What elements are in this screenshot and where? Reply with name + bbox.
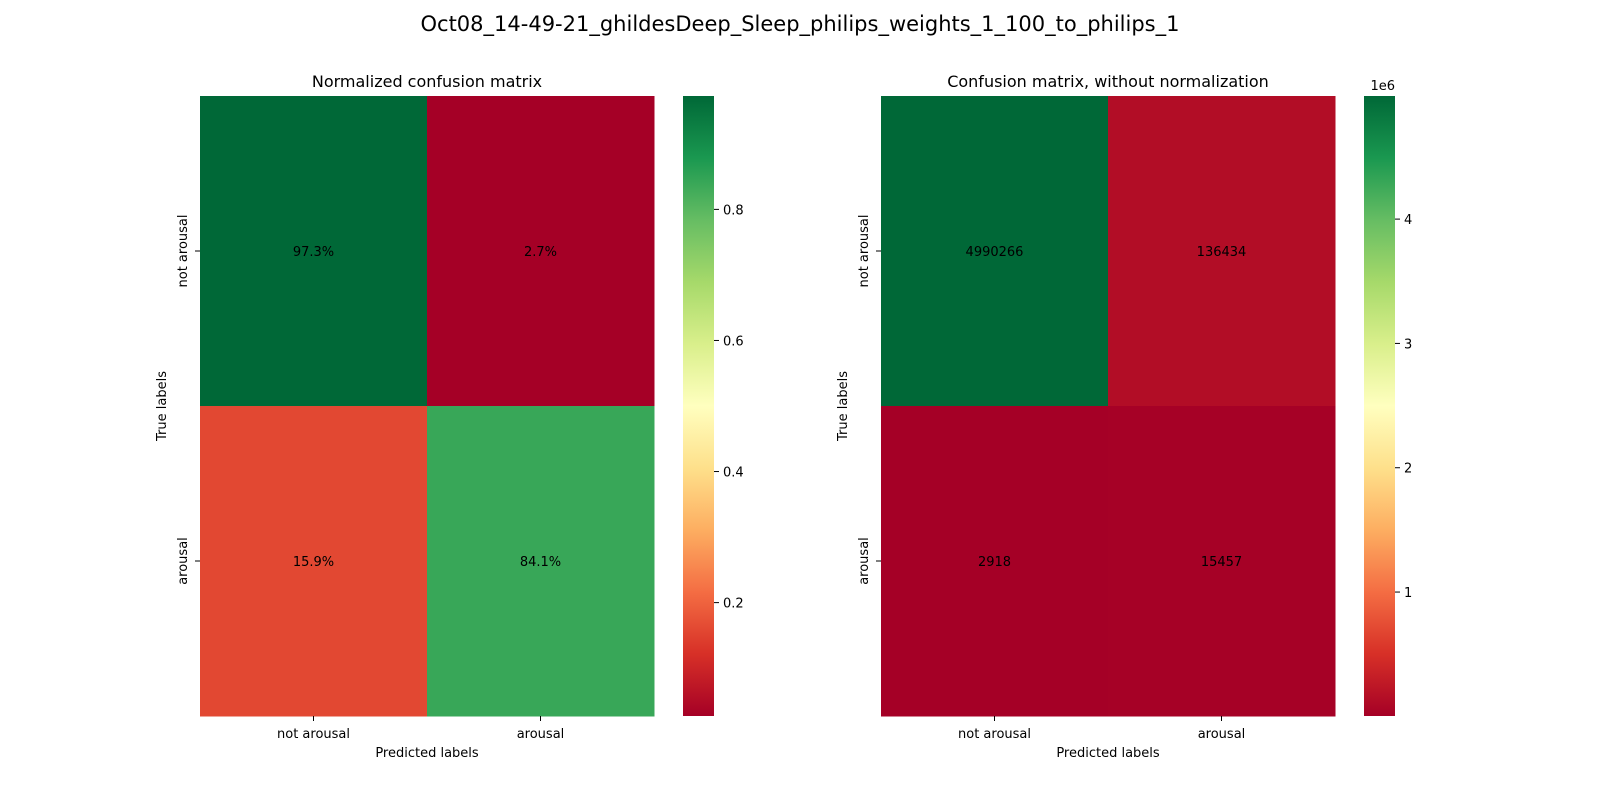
cell-value-label: 15.9% bbox=[293, 555, 334, 570]
y-tick-label: not arousal bbox=[857, 215, 872, 288]
x-tick-label: arousal bbox=[1198, 727, 1246, 742]
x-tick-label: arousal bbox=[517, 727, 565, 742]
panels: 97.3% 2.7% 15.9% 84.1% Normalized confusion … bbox=[155, 72, 1412, 761]
heatmap-cell bbox=[200, 96, 428, 407]
cell-value-label: 84.1% bbox=[520, 555, 561, 570]
x-tick-label: not arousal bbox=[958, 727, 1031, 742]
x-axis-label: Predicted labels bbox=[375, 746, 479, 761]
cell-value-label: 97.3% bbox=[293, 245, 334, 260]
y-axis-label: True labels bbox=[155, 371, 170, 442]
heatmap-cell bbox=[427, 96, 655, 407]
colorbar-tick-label: 0.4 bbox=[723, 466, 744, 481]
x-axis-label: Predicted labels bbox=[1056, 746, 1160, 761]
colorbar-tick-label: 0.2 bbox=[723, 597, 744, 612]
figure-suptitle: Oct08_14-49-21_ghildesDeep_Sleep_philips… bbox=[421, 12, 1180, 37]
panel-title: Normalized confusion matrix bbox=[312, 72, 542, 91]
cell-value-label: 15457 bbox=[1201, 555, 1242, 570]
cell-value-label: 2918 bbox=[978, 555, 1011, 570]
y-tick-label: arousal bbox=[176, 537, 191, 585]
heatmap-cell bbox=[881, 406, 1109, 717]
cell-value-label: 136434 bbox=[1197, 245, 1247, 260]
colorbar-tick-label: 0.6 bbox=[723, 334, 744, 349]
colorbar-offset-label: 1e6 bbox=[1370, 79, 1395, 94]
x-tick-label: not arousal bbox=[277, 727, 350, 742]
heatmap-cell bbox=[881, 96, 1109, 407]
cell-value-label: 2.7% bbox=[524, 245, 557, 260]
heatmap-panel-1: 97.3% 2.7% 15.9% 84.1% Normalized confusion … bbox=[155, 72, 744, 761]
heatmap-cell bbox=[1108, 406, 1336, 717]
y-axis-label: True labels bbox=[836, 371, 851, 442]
heatmap-cell bbox=[200, 406, 428, 717]
heatmap-cell bbox=[427, 406, 655, 717]
colorbar-tick-label: 0.8 bbox=[723, 203, 744, 218]
colorbar-tick-label: 4 bbox=[1404, 213, 1412, 228]
colorbar bbox=[1364, 96, 1395, 716]
colorbar-tick-label: 2 bbox=[1404, 462, 1412, 477]
cell-value-label: 4990266 bbox=[966, 245, 1024, 260]
panel-title: Confusion matrix, without normalization bbox=[947, 72, 1269, 91]
colorbar-tick-label: 1 bbox=[1404, 586, 1412, 601]
heatmap-panel-2: 4990266 136434 2918 15457 Confusion matrix, … bbox=[836, 72, 1412, 761]
colorbar-tick-label: 3 bbox=[1404, 337, 1412, 352]
y-tick-label: not arousal bbox=[176, 215, 191, 288]
y-tick-label: arousal bbox=[857, 537, 872, 585]
colorbar bbox=[683, 96, 714, 716]
heatmap-cell bbox=[1108, 96, 1336, 407]
